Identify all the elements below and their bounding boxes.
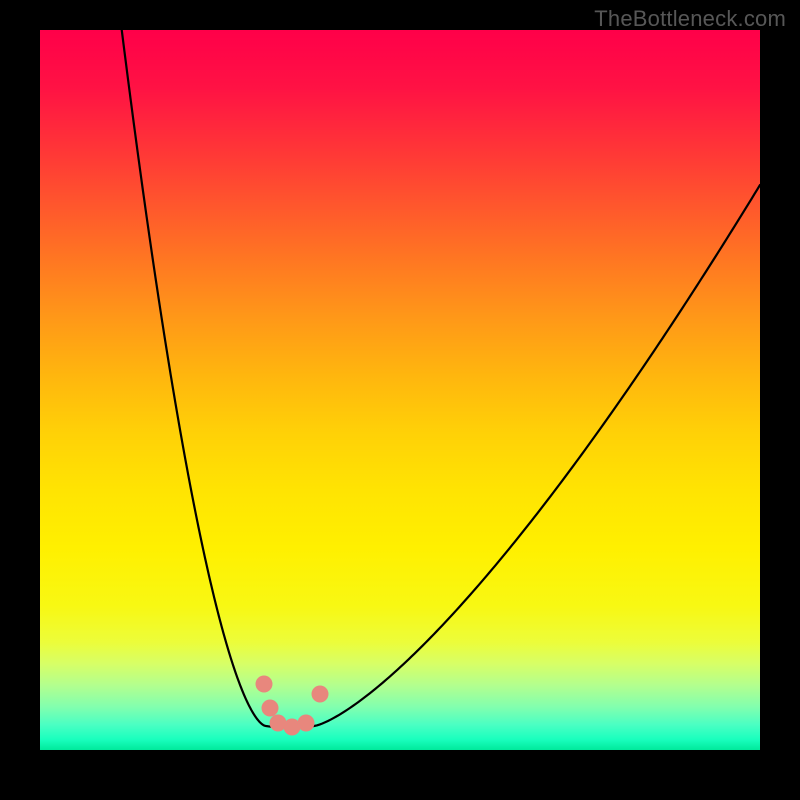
data-marker (262, 700, 279, 717)
data-marker (256, 676, 273, 693)
data-marker (312, 686, 329, 703)
watermark-text: TheBottleneck.com (594, 6, 786, 32)
data-marker (298, 715, 315, 732)
chart-svg (40, 30, 760, 750)
chart-container: TheBottleneck.com (0, 0, 800, 800)
gradient-background (40, 30, 760, 750)
plot-area (40, 30, 760, 750)
